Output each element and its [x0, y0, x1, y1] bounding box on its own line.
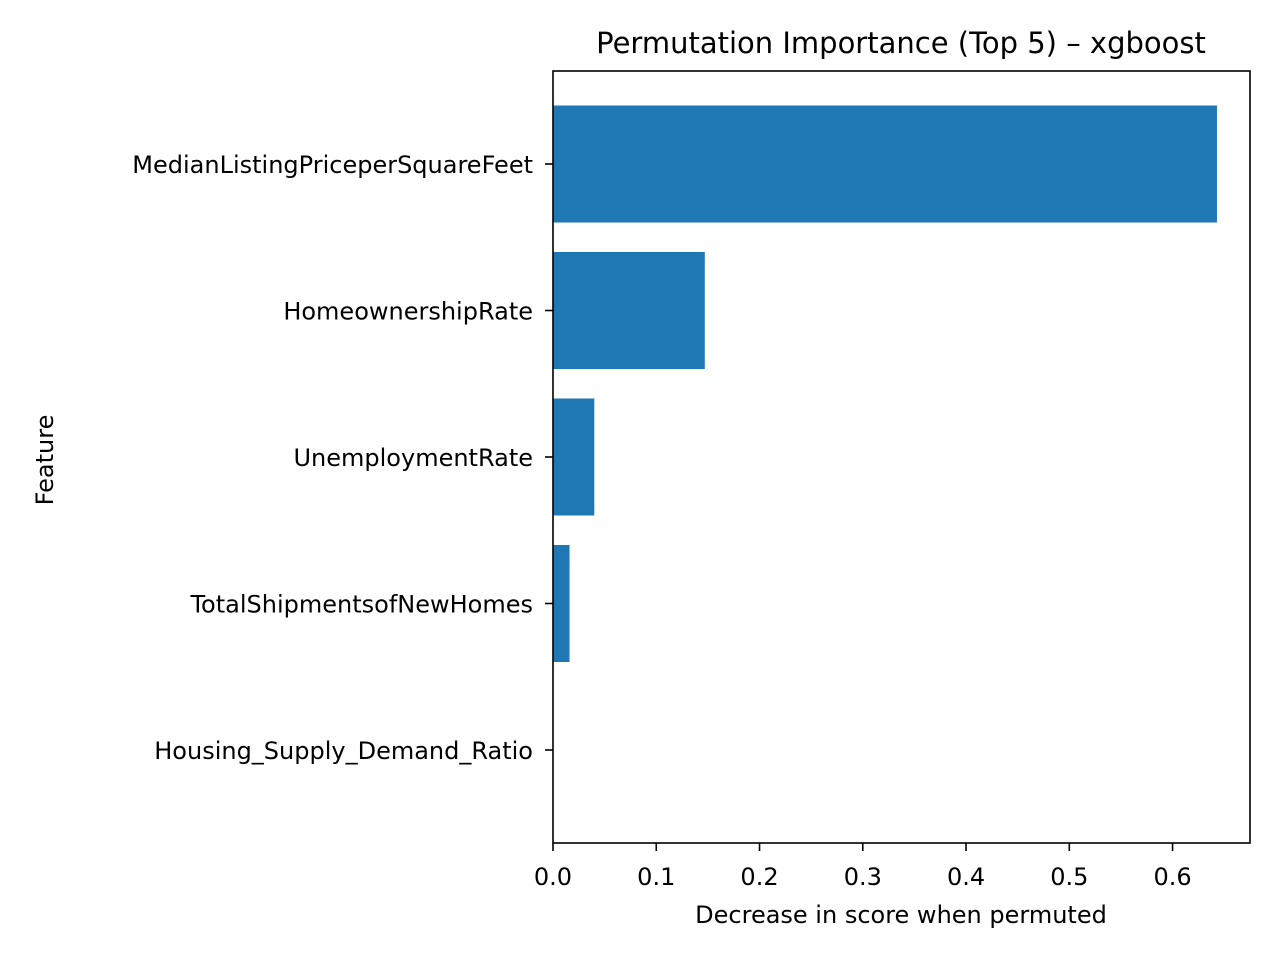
x-tick-label-4: 0.4 [947, 863, 985, 891]
bar-3 [553, 545, 570, 662]
bar-1 [553, 252, 705, 369]
y-tick-label-1: HomeownershipRate [283, 298, 533, 326]
x-ticks-group: 0.0 0.1 0.2 0.3 0.4 0.5 0.6 [534, 843, 1192, 891]
plot-frame [552, 70, 1251, 844]
x-tick-label-6: 0.6 [1153, 863, 1191, 891]
y-tick-label-3: TotalShipmentsofNewHomes [189, 591, 533, 619]
chart-title: Permutation Importance (Top 5) – xgboost [596, 26, 1206, 60]
x-tick-label-0: 0.0 [534, 863, 572, 891]
y-axis-label: Feature [31, 415, 59, 506]
y-tick-label-4: Housing_Supply_Demand_Ratio [154, 737, 533, 765]
x-tick-label-3: 0.3 [844, 863, 882, 891]
y-ticks-group: MedianListingPriceperSquareFeet Homeowner… [132, 151, 553, 765]
y-tick-label-0: MedianListingPriceperSquareFeet [132, 151, 533, 179]
x-tick-label-1: 0.1 [637, 863, 675, 891]
bars-group [553, 105, 1217, 662]
x-axis-label: Decrease in score when permuted [695, 901, 1107, 929]
x-tick-label-2: 0.2 [740, 863, 778, 891]
x-tick-label-5: 0.5 [1050, 863, 1088, 891]
bar-2 [553, 398, 595, 516]
bar-0 [553, 105, 1217, 223]
y-tick-label-2: UnemploymentRate [293, 444, 533, 472]
